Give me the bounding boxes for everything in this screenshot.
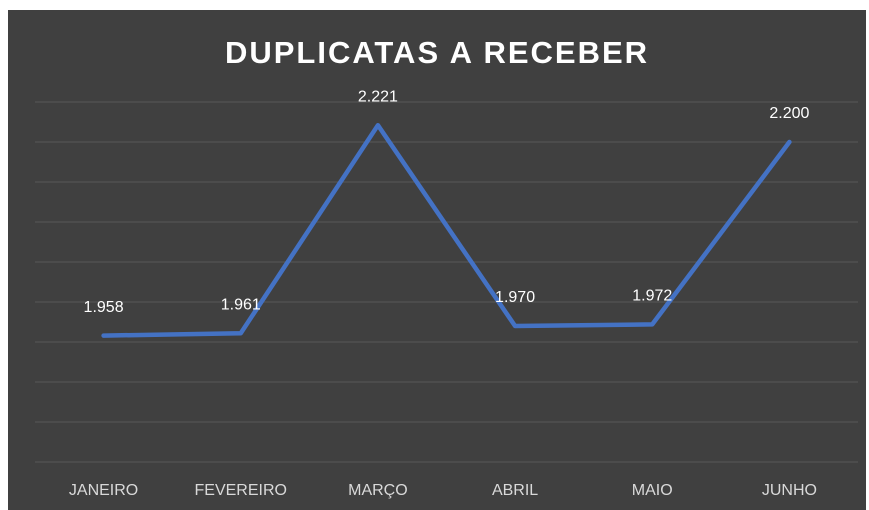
line-series [101, 122, 792, 338]
chart-title: DUPLICATAS A RECEBER [225, 35, 649, 70]
x-tick-label: ABRIL [492, 482, 538, 499]
data-label: 1.961 [221, 296, 261, 313]
data-label: 1.958 [84, 299, 124, 316]
data-label: 1.972 [632, 288, 672, 305]
data-label: 2.221 [358, 88, 398, 105]
data-label: 1.970 [495, 289, 535, 306]
chart-background [8, 10, 866, 510]
x-tick-label: JANEIRO [69, 482, 138, 499]
x-tick-label: FEVEREIRO [195, 482, 287, 499]
data-label: 2.200 [769, 105, 809, 122]
x-tick-label: MARÇO [348, 482, 408, 499]
x-tick-label: MAIO [632, 482, 673, 499]
x-tick-label: JUNHO [762, 482, 817, 499]
